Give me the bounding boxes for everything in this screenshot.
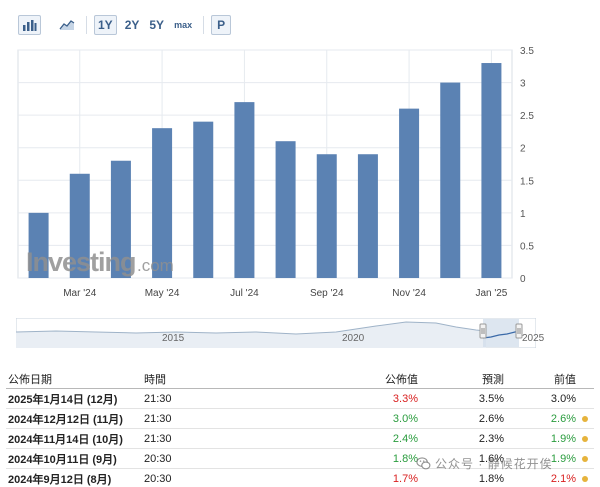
y-tick-label: 1 <box>520 209 526 220</box>
bar[interactable] <box>69 173 90 278</box>
area-chart-icon[interactable] <box>55 15 79 35</box>
cell-forecast: 3.5% <box>478 392 504 405</box>
cell-time: 21:30 <box>144 432 172 445</box>
header-date[interactable]: 公佈日期 <box>8 373 52 386</box>
investing-logo-suffix: .com <box>137 256 174 275</box>
bar[interactable] <box>110 160 131 278</box>
cell-previous: 2.6% <box>550 412 576 425</box>
cell-actual: 2.4% <box>392 432 418 445</box>
table-row[interactable]: 2024年11月14日 (10月) 21:30 2.4% 2.3% 1.9% <box>6 429 594 449</box>
cell-actual: 3.0% <box>392 412 418 425</box>
header-actual[interactable]: 公佈值 <box>385 373 418 386</box>
cell-previous: 2.1% <box>550 472 576 485</box>
cell-actual: 3.3% <box>392 392 418 405</box>
cell-time: 20:30 <box>144 452 172 465</box>
chart-canvas: Investing .com 0 0.5 1 1.5 2 2.5 3 3.5 Mar '24 Ma… <box>17 46 534 299</box>
wechat-icon <box>416 457 431 470</box>
header-forecast[interactable]: 預測 <box>482 373 504 386</box>
x-tick-label: Jan '25 <box>475 288 507 299</box>
x-tick-label: Jul '24 <box>230 288 259 299</box>
bar[interactable] <box>275 141 296 278</box>
y-tick-label: 3 <box>520 79 526 90</box>
table-row[interactable]: 2024年10月11日 (9月) 20:30 1.8% 1.6% 1.9% <box>6 449 594 469</box>
bar[interactable] <box>440 82 461 278</box>
y-tick-label: 0 <box>520 274 526 285</box>
bar[interactable] <box>316 154 337 278</box>
y-tick-label: 0.5 <box>520 241 534 252</box>
navigator-label-2015: 2015 <box>162 333 185 344</box>
header-previous[interactable]: 前值 <box>554 373 576 386</box>
range-max-button[interactable]: max <box>174 20 193 30</box>
x-tick-label: May '24 <box>145 288 180 299</box>
bar[interactable] <box>357 154 378 278</box>
y-tick-label: 3.5 <box>520 46 534 57</box>
release-history-table: 公佈日期 時間 公佈值 預測 前值 2025年1月14日 (12月) 21:30 3… <box>6 369 594 487</box>
cell-date: 2024年11月14日 (10月) <box>8 433 123 446</box>
cell-actual: 1.7% <box>392 472 418 485</box>
table-row[interactable]: 2024年12月12日 (11月) 21:30 3.0% 2.6% 2.6% <box>6 409 594 429</box>
bar[interactable] <box>481 63 502 279</box>
wechat-watermark: 公众号 · 静候花开俟 <box>416 455 553 472</box>
cell-date: 2024年12月12日 (11月) <box>8 413 123 426</box>
bar[interactable] <box>152 128 173 278</box>
range-1y-button[interactable]: 1Y <box>94 15 117 35</box>
navigator-label-2020: 2020 <box>342 333 365 344</box>
range-5y-button[interactable]: 5Y <box>149 18 165 32</box>
toolbar-divider <box>86 16 87 34</box>
cell-previous: 3.0% <box>550 392 576 405</box>
bar-chart-icon[interactable] <box>18 15 41 35</box>
cell-actual: 1.8% <box>392 452 418 465</box>
revision-dot-icon[interactable] <box>582 455 588 462</box>
y-tick-label: 1.5 <box>520 176 534 187</box>
navigator-left-handle[interactable] <box>479 323 487 339</box>
cell-time: 20:30 <box>144 472 172 485</box>
y-tick-label: 2.5 <box>520 111 534 122</box>
y-tick-label: 2 <box>520 144 526 155</box>
cell-date: 2025年1月14日 (12月) <box>8 393 118 406</box>
bar-chart: Investing .com 0 0.5 1 1.5 2 2.5 3 3.5 Mar '24 Ma… <box>0 40 600 310</box>
bar[interactable] <box>193 121 214 279</box>
bar[interactable] <box>28 212 49 278</box>
cell-date: 2024年9月12日 (8月) <box>8 473 112 486</box>
watermark-text: 公众号 · 静候花开俟 <box>435 457 553 471</box>
plot-area <box>17 49 513 279</box>
revision-dot-icon[interactable] <box>582 475 588 482</box>
bar[interactable] <box>399 108 420 278</box>
header-time[interactable]: 時間 <box>144 373 166 386</box>
x-tick-label: Mar '24 <box>63 288 96 299</box>
revision-dot-icon[interactable] <box>582 435 588 442</box>
table-row[interactable]: 2025年1月14日 (12月) 21:30 3.3% 3.5% 3.0% <box>6 389 594 409</box>
cell-previous: 1.9% <box>550 432 576 445</box>
chart-toolbar: 1Y 2Y 5Y max P <box>18 14 232 36</box>
table-row[interactable]: 2024年9月12日 (8月) 20:30 1.7% 1.8% 2.1% <box>6 469 594 487</box>
navigator-right-handle[interactable] <box>515 323 523 339</box>
cell-forecast: 2.3% <box>478 432 504 445</box>
revision-dot-icon[interactable] <box>582 415 588 422</box>
cell-date: 2024年10月11日 (9月) <box>8 453 117 466</box>
cell-forecast: 1.8% <box>478 472 504 485</box>
cell-forecast: 1.6% <box>478 452 504 465</box>
table-header-row: 公佈日期 時間 公佈值 預測 前值 <box>6 369 594 389</box>
cell-previous: 1.9% <box>550 452 576 465</box>
toolbar-divider <box>203 16 205 34</box>
x-tick-label: Nov '24 <box>392 288 426 299</box>
investing-logo: Investing <box>26 247 136 277</box>
cell-time: 21:30 <box>144 392 172 405</box>
x-tick-label: Sep '24 <box>310 288 344 299</box>
range-2y-button[interactable]: 2Y <box>124 18 140 32</box>
cell-time: 21:30 <box>144 412 172 425</box>
bar[interactable] <box>234 102 255 278</box>
print-button[interactable]: P <box>211 15 232 35</box>
navigator-label-2025: 2025 <box>522 333 545 344</box>
cell-forecast: 2.6% <box>478 412 504 425</box>
time-navigator[interactable]: 2015 2020 2025 <box>15 317 544 349</box>
